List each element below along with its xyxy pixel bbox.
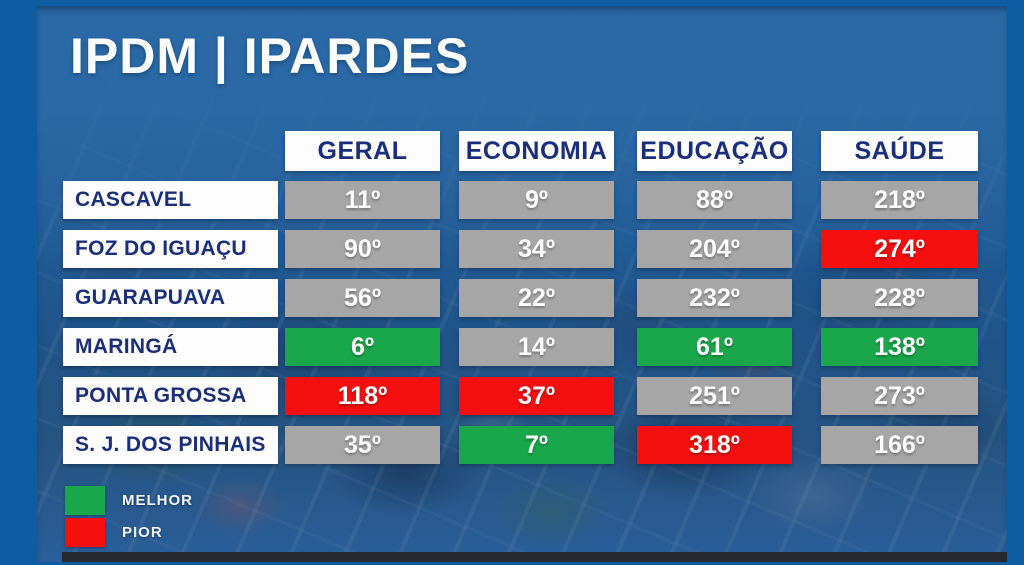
legend-item-melhor: MELHOR <box>65 486 193 515</box>
row-label: PONTA GROSSA <box>63 377 278 415</box>
rank-cell: 7º <box>459 426 614 464</box>
legend: MELHOR PIOR <box>65 486 193 550</box>
rank-cell: 138º <box>821 328 978 366</box>
legend-label: PIOR <box>122 524 163 541</box>
header-corner-spacer <box>63 131 285 171</box>
legend-item-pior: PIOR <box>65 518 193 547</box>
table-row-guarapuava: GUARAPUAVA 56º 22º 232º 228º <box>63 279 978 317</box>
column-header-geral: GERAL <box>285 131 440 171</box>
rank-cell: 61º <box>637 328 792 366</box>
column-header-economia: ECONOMIA <box>459 131 614 171</box>
table-row-maringa: MARINGÁ 6º 14º 61º 138º <box>63 328 978 366</box>
table-row-ponta-grossa: PONTA GROSSA 118º 37º 251º 273º <box>63 377 978 415</box>
rank-cell: 318º <box>637 426 792 464</box>
rank-cell: 204º <box>637 230 792 268</box>
rank-cell: 35º <box>285 426 440 464</box>
rank-cell: 22º <box>459 279 614 317</box>
row-label: MARINGÁ <box>63 328 278 366</box>
table-row-sj-dos-pinhais: S. J. DOS PINHAIS 35º 7º 318º 166º <box>63 426 978 464</box>
rank-cell: 37º <box>459 377 614 415</box>
rank-cell: 228º <box>821 279 978 317</box>
page-title: IPDM | IPARDES <box>70 28 470 84</box>
row-label: FOZ DO IGUAÇU <box>63 230 278 268</box>
table-header-row: GERAL ECONOMIA EDUCAÇÃO SAÚDE <box>63 131 978 171</box>
rank-cell: 88º <box>637 181 792 219</box>
rank-cell: 218º <box>821 181 978 219</box>
rank-cell: 232º <box>637 279 792 317</box>
rank-cell: 166º <box>821 426 978 464</box>
rank-cell: 9º <box>459 181 614 219</box>
legend-swatch-red <box>65 518 105 547</box>
rank-cell: 118º <box>285 377 440 415</box>
rank-cell: 90º <box>285 230 440 268</box>
table-row-foz-do-iguacu: FOZ DO IGUAÇU 90º 34º 204º 274º <box>63 230 978 268</box>
column-header-saude: SAÚDE <box>821 131 978 171</box>
legend-swatch-green <box>65 486 105 515</box>
legend-label: MELHOR <box>122 492 193 509</box>
column-header-educacao: EDUCAÇÃO <box>637 131 792 171</box>
rank-cell: 56º <box>285 279 440 317</box>
row-label: CASCAVEL <box>63 181 278 219</box>
photo-bottom-bar <box>62 552 1007 562</box>
row-label: GUARAPUAVA <box>63 279 278 317</box>
table-row-cascavel: CASCAVEL 11º 9º 88º 218º <box>63 181 978 219</box>
rank-cell: 273º <box>821 377 978 415</box>
rank-cell: 6º <box>285 328 440 366</box>
rank-cell: 251º <box>637 377 792 415</box>
ranking-table: GERAL ECONOMIA EDUCAÇÃO SAÚDE CASCAVEL 1… <box>63 131 978 475</box>
rank-cell: 11º <box>285 181 440 219</box>
rank-cell: 34º <box>459 230 614 268</box>
rank-cell: 14º <box>459 328 614 366</box>
row-label: S. J. DOS PINHAIS <box>63 426 278 464</box>
rank-cell: 274º <box>821 230 978 268</box>
